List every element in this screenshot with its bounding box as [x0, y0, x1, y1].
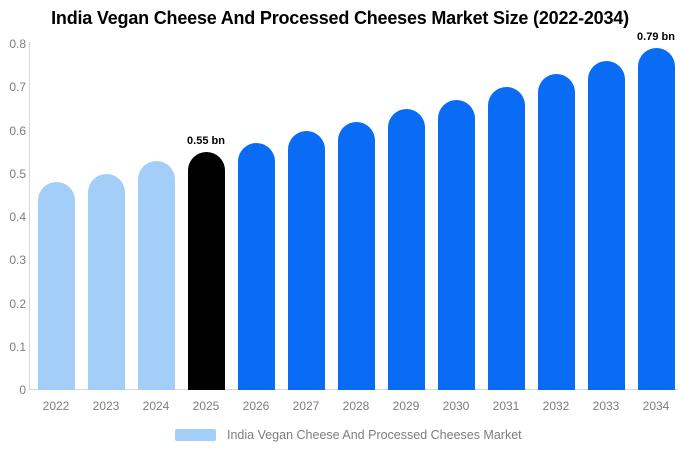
x-tick-label: 2028	[342, 399, 370, 413]
y-tick-label: 0.8	[9, 37, 26, 51]
chart-title: India Vegan Cheese And Processed Cheeses…	[51, 8, 629, 28]
y-tick-label: 0.3	[9, 253, 26, 268]
bar-2027[interactable]	[287, 130, 325, 390]
bar-2026[interactable]	[237, 143, 275, 390]
bar-2023[interactable]	[87, 173, 125, 390]
x-tick-label: 2030	[442, 399, 470, 413]
y-tick-label: 0.7	[9, 80, 26, 95]
bar-2025[interactable]	[187, 152, 225, 390]
x-tick-label: 2031	[492, 399, 520, 413]
x-tick-label: 2022	[42, 399, 70, 413]
x-tick-label: 2023	[92, 399, 120, 413]
y-axis-line	[29, 42, 30, 390]
bar-2024[interactable]	[137, 160, 175, 390]
x-tick-label: 2025	[192, 399, 220, 413]
x-tick-label: 2026	[242, 399, 270, 413]
bar-2030[interactable]	[437, 100, 475, 390]
bar-2029[interactable]	[387, 108, 425, 390]
bar-value-label: 0.55 bn	[187, 135, 225, 148]
bar-2032[interactable]	[537, 74, 575, 390]
x-tick-label: 2034	[642, 399, 670, 413]
bar-2033[interactable]	[587, 61, 625, 390]
x-tick-label: 2029	[392, 399, 420, 413]
y-tick-label: 0.6	[9, 123, 26, 138]
legend-item[interactable]: India Vegan Cheese And Processed Cheeses…	[175, 428, 522, 442]
legend-label: India Vegan Cheese And Processed Cheeses…	[227, 428, 522, 442]
y-tick-label: 0.2	[9, 296, 26, 311]
y-tick-label: 0	[19, 383, 26, 397]
x-tick-label: 2024	[142, 399, 170, 413]
y-tick-label: 0.4	[9, 210, 26, 224]
x-tick-label: 2032	[542, 399, 570, 413]
y-tick-label: 0.5	[9, 166, 26, 181]
bar-2028[interactable]	[337, 121, 375, 390]
x-tick-label: 2027	[292, 399, 320, 413]
bar-2034[interactable]	[637, 48, 675, 390]
legend-swatch	[175, 429, 216, 441]
bar-2031[interactable]	[487, 87, 525, 390]
x-tick-label: 2033	[592, 399, 620, 413]
bar-value-label: 0.79 bn	[637, 31, 675, 44]
bar-2022[interactable]	[37, 182, 75, 390]
y-tick-label: 0.1	[9, 339, 26, 354]
